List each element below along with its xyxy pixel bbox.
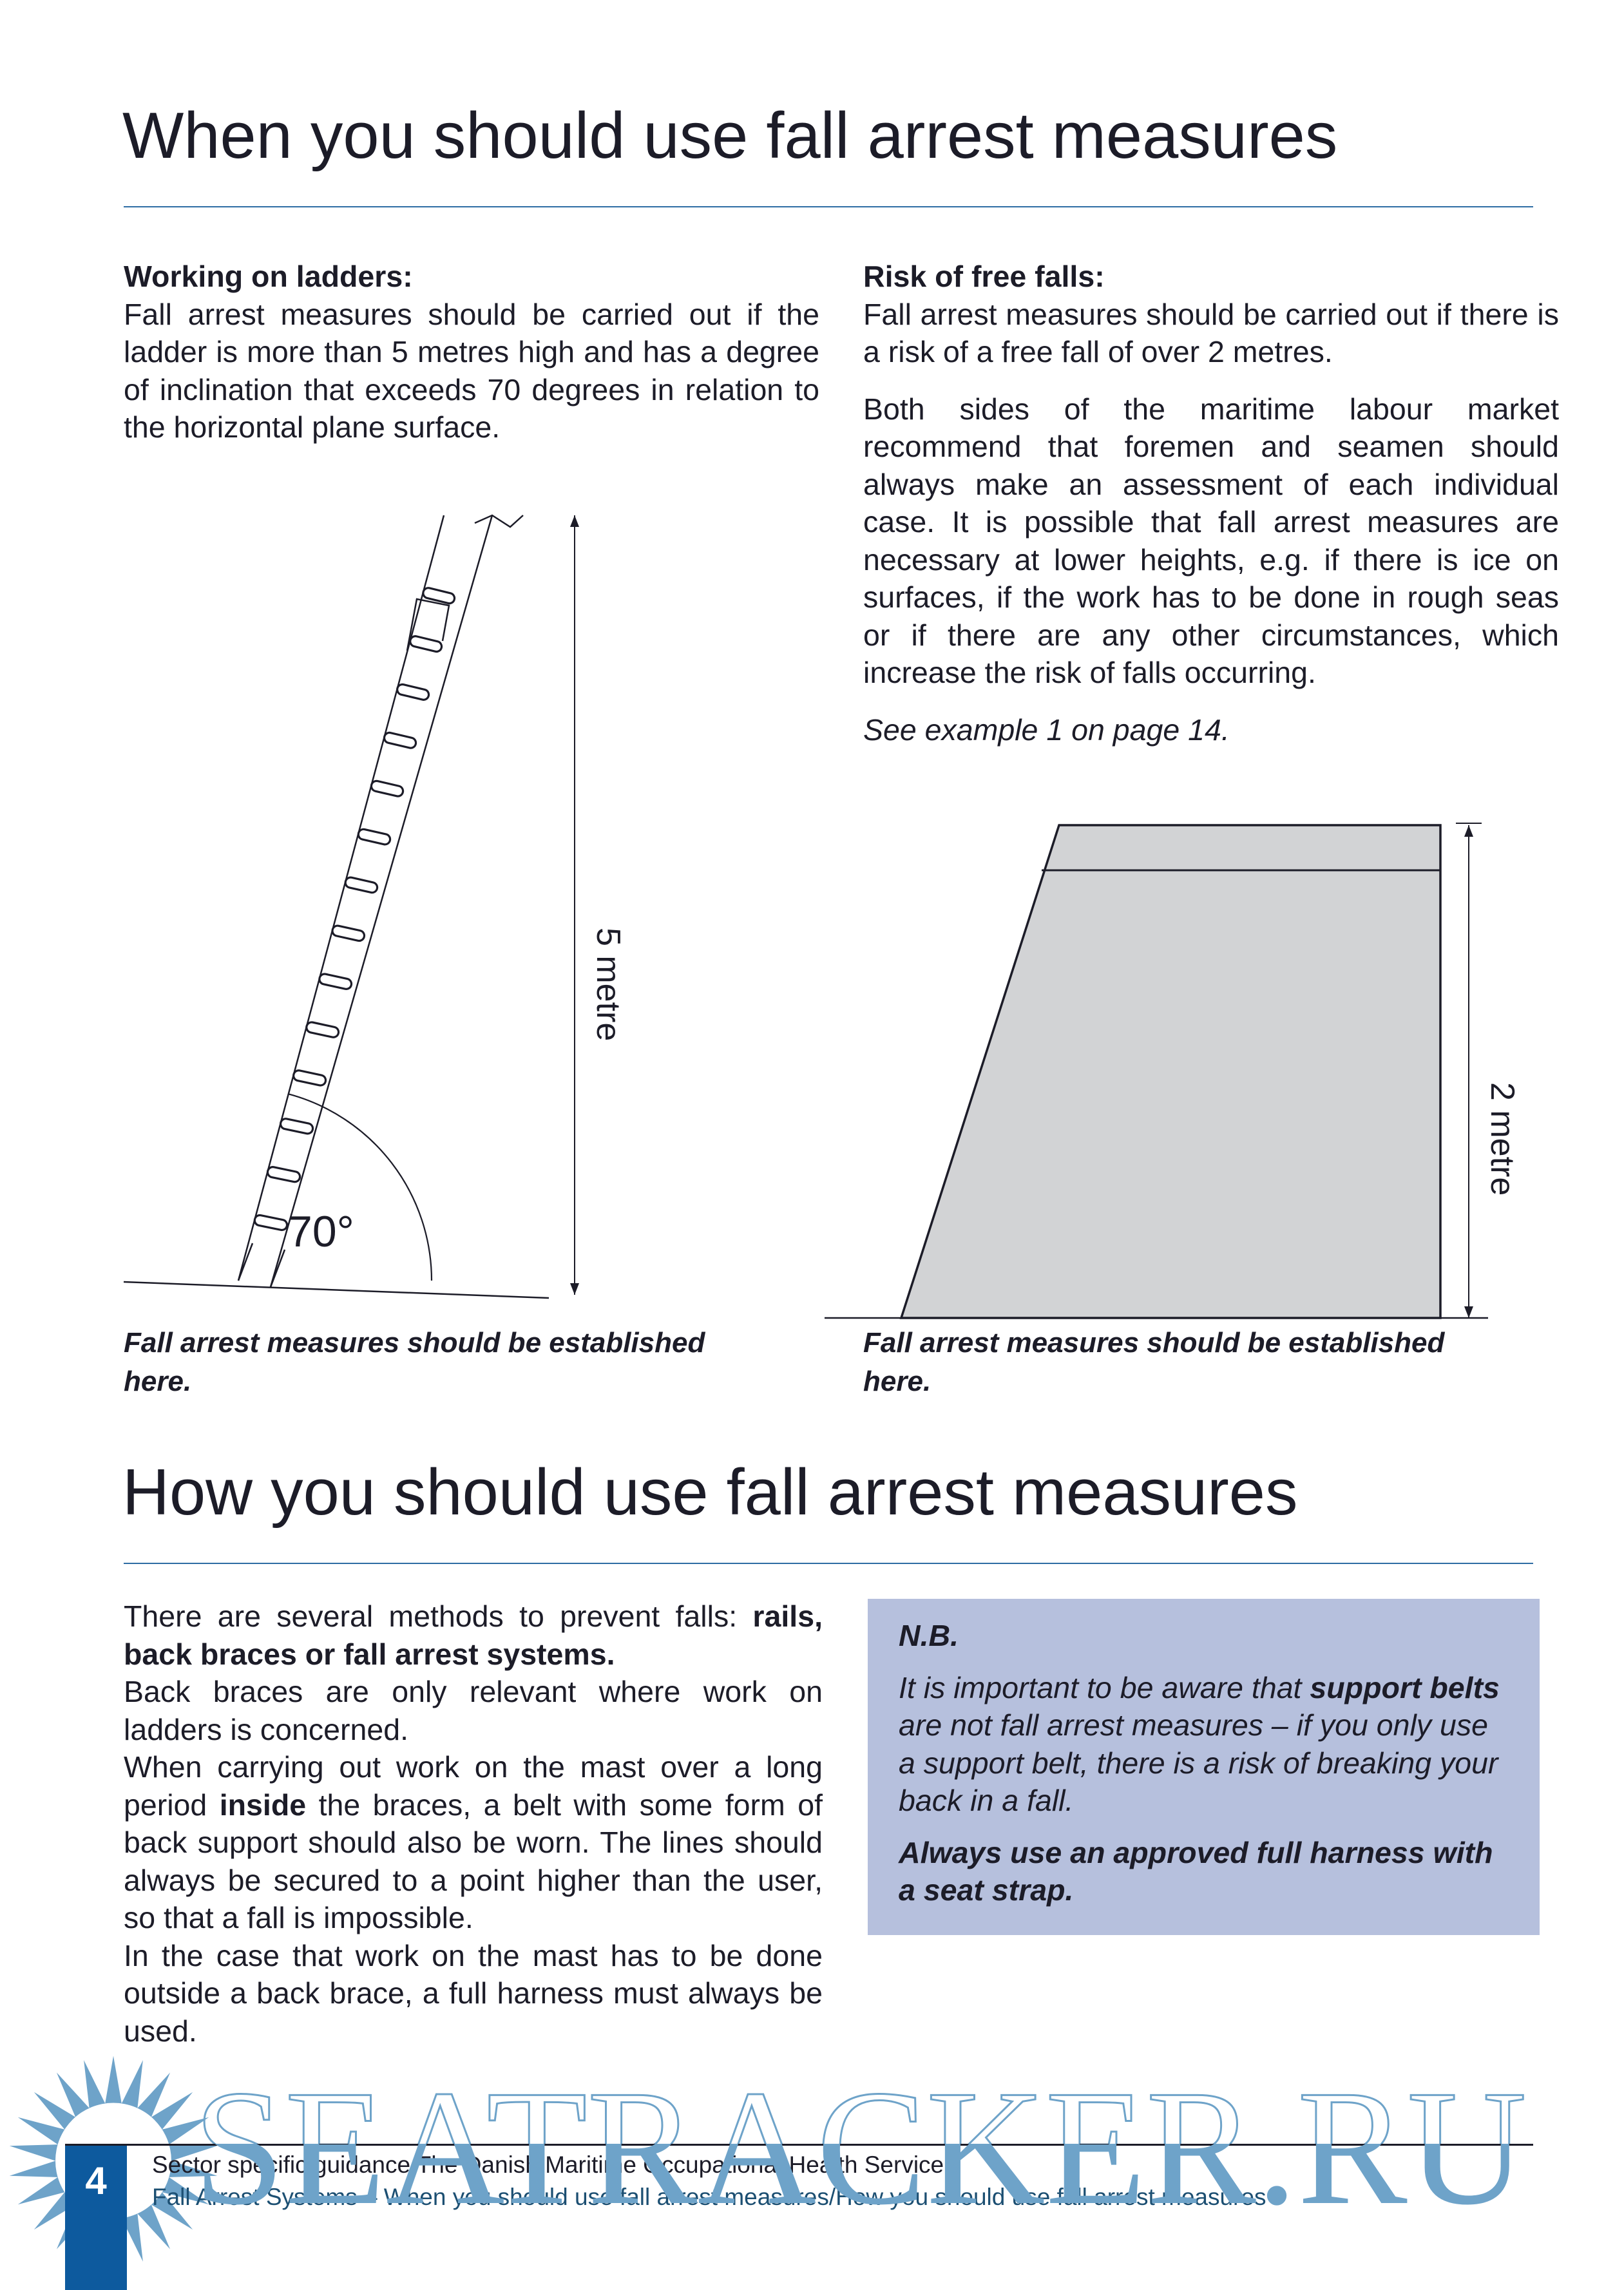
svg-text:2 metre: 2 metre xyxy=(1484,1082,1521,1196)
svg-text:5 metre: 5 metre xyxy=(589,928,627,1041)
svg-text:70°: 70° xyxy=(288,1207,354,1256)
